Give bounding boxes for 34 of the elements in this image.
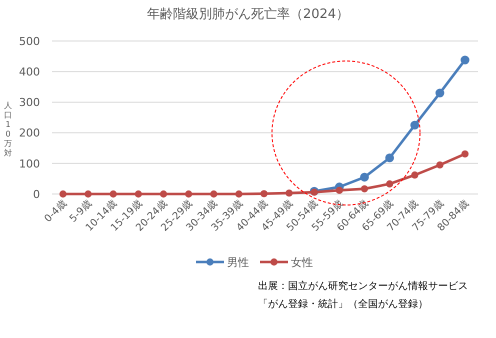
legend-label: 男性 (227, 256, 249, 269)
point (260, 190, 268, 198)
y-tick-label: 0 (33, 188, 40, 201)
point (436, 161, 444, 169)
y-tick-label: 400 (19, 65, 40, 78)
y-axis-title: 人口10万対 (4, 101, 12, 158)
point (411, 171, 418, 179)
x-tick-label: 0-4歳 (42, 198, 70, 225)
point (460, 56, 470, 64)
point (360, 185, 368, 192)
point (461, 150, 469, 158)
y-tick-label: 200 (19, 126, 40, 140)
text: 「がん登録・統計」（全国がん登録） (258, 298, 428, 310)
point (360, 172, 369, 182)
point (210, 190, 218, 198)
point (410, 120, 420, 130)
point (160, 190, 168, 198)
point (59, 190, 67, 198)
point (185, 190, 192, 198)
legend-label: 女性 (291, 256, 313, 269)
point (235, 190, 242, 198)
y-tick-label: 300 (19, 96, 40, 110)
y-tick-label: 500 (19, 34, 40, 48)
chart-title: 年齢階級別肺がん死亡率（2024） (146, 6, 350, 22)
point (110, 190, 117, 198)
point (385, 153, 394, 162)
point (134, 190, 142, 198)
point (84, 190, 92, 198)
text: 出展：国立がん研究センターがん情報サービス (258, 280, 468, 292)
point (286, 189, 293, 197)
point (435, 88, 444, 98)
point (386, 180, 394, 188)
y-tick-label: 100 (19, 157, 40, 170)
point (336, 186, 343, 194)
